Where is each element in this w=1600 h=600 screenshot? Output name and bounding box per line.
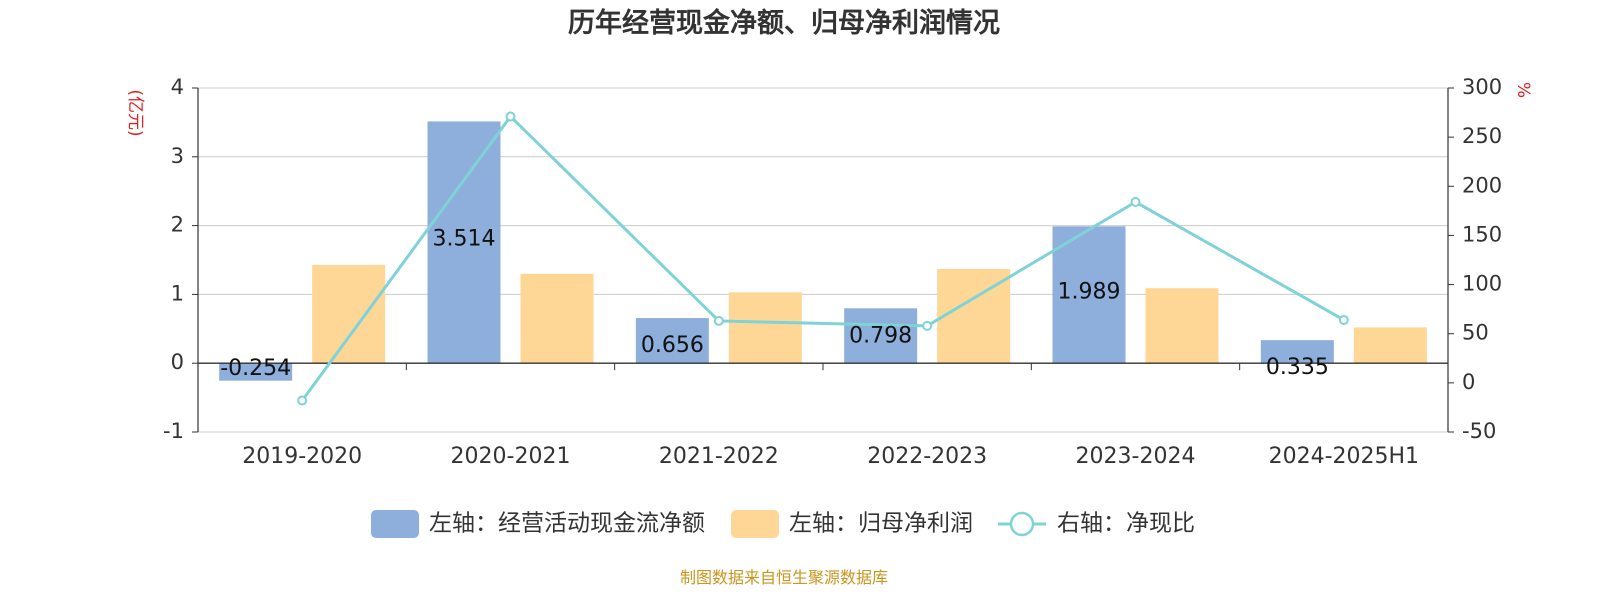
cashflow-bar xyxy=(844,308,918,364)
x-tick-label: 2023-2024 xyxy=(1076,444,1196,469)
left-tick-label: 3 xyxy=(171,144,184,168)
cashflow-data-label: -0.254 xyxy=(220,356,291,381)
profit-bar xyxy=(1145,288,1219,364)
x-tick-label: 2020-2021 xyxy=(451,444,571,469)
legend-marker-ratio xyxy=(1009,511,1035,537)
cashflow-bar xyxy=(427,121,501,364)
left-tick-label: 0 xyxy=(171,350,184,374)
bars xyxy=(219,121,1427,381)
profit-bar xyxy=(1353,327,1427,364)
left-tick-label: 1 xyxy=(171,281,184,305)
ratio-point xyxy=(713,315,724,326)
cashflow-data-label: 0.335 xyxy=(1266,355,1329,380)
source-note: 制图数据来自恒生聚源数据库 xyxy=(680,568,888,587)
legend-swatch-profit xyxy=(731,510,779,538)
right-tick-label: -50 xyxy=(1462,419,1496,443)
chart-title: 历年经营现金净额、归母净利润情况 xyxy=(568,7,1000,39)
ratio-line-layer xyxy=(297,111,1349,406)
cashflow-data-label: 0.656 xyxy=(641,333,704,358)
profit-bar xyxy=(312,264,386,364)
ratio-point xyxy=(1130,197,1141,208)
cashflow-bar xyxy=(635,318,709,364)
left-tick-label: 4 xyxy=(171,75,184,99)
cashflow-data-label: 1.989 xyxy=(1058,279,1121,304)
profit-bar xyxy=(728,292,802,364)
legend-swatch-cashflow xyxy=(371,510,419,538)
cashflow-data-label: 3.514 xyxy=(433,226,496,251)
legend-label-ratio: 右轴：净现比 xyxy=(1057,511,1195,537)
right-tick-label: 150 xyxy=(1462,222,1502,246)
right-tick-label: 250 xyxy=(1462,124,1502,148)
ratio-point xyxy=(1338,314,1349,325)
left-tick-label: 2 xyxy=(171,213,184,237)
legend-label-profit: 左轴：归母净利润 xyxy=(789,511,973,537)
axes: -1 0 1 2 3 4 -50 0 50 100 150 200 250 300 2019-2020 202… xyxy=(163,75,1502,469)
x-tick-label: 2024-2025H1 xyxy=(1269,444,1419,469)
right-tick-label: 200 xyxy=(1462,173,1502,197)
cashflow-data-label: 0.798 xyxy=(849,323,912,348)
right-axis-unit: % xyxy=(1513,82,1533,98)
legend-label-cashflow: 左轴：经营活动现金流净额 xyxy=(429,511,705,537)
left-axis-unit: (亿元) xyxy=(125,89,145,136)
grid xyxy=(198,87,1448,433)
right-tick-label: 300 xyxy=(1462,75,1502,99)
right-tick-label: 50 xyxy=(1462,321,1489,345)
ratio-line xyxy=(300,114,1345,402)
cashflow-bar xyxy=(1052,226,1126,364)
left-tick-label: -1 xyxy=(163,419,184,443)
right-tick-label: 100 xyxy=(1462,272,1502,296)
ratio-point xyxy=(297,395,308,406)
right-tick-label: 0 xyxy=(1462,370,1475,394)
x-tick-label: 2019-2020 xyxy=(242,444,362,469)
legend: 左轴：经营活动现金流净额 左轴：归母净利润 右轴：净现比 xyxy=(371,510,1195,538)
profit-bar xyxy=(520,273,594,364)
ratio-point xyxy=(922,320,933,331)
cashflow-bar xyxy=(1260,340,1334,364)
x-tick-label: 2021-2022 xyxy=(659,444,779,469)
data-labels: -0.254 3.514 0.656 0.798 1.989 0.335 xyxy=(220,226,1329,381)
cashflow-bar xyxy=(219,363,293,381)
ratio-point xyxy=(505,111,516,122)
x-tick-label: 2022-2023 xyxy=(867,444,987,469)
